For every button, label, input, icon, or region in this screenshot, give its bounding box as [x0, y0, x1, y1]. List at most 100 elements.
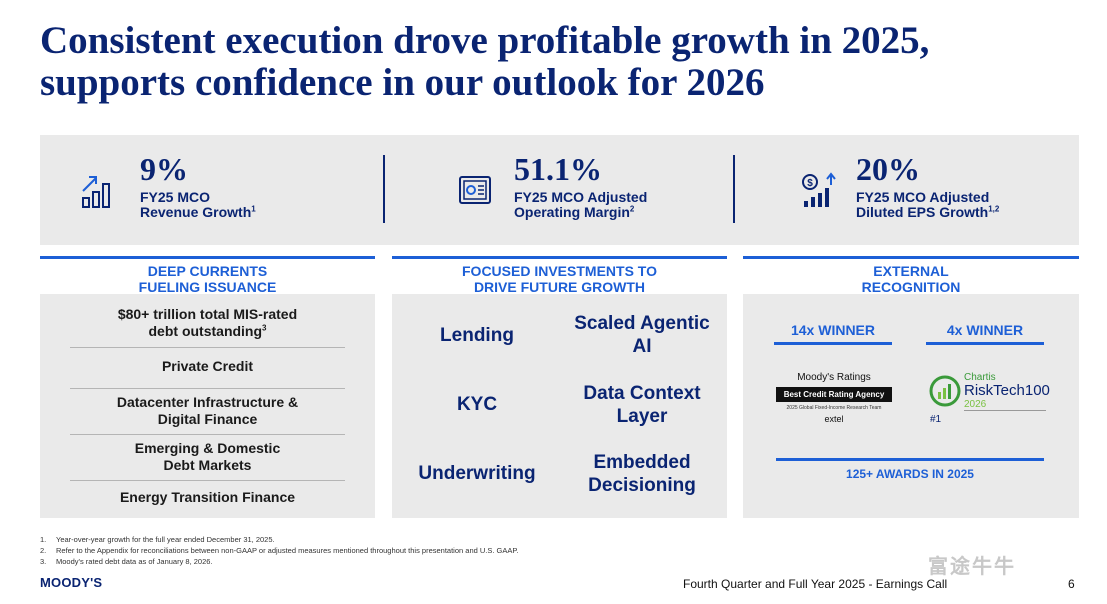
grid-item-embedded-decisioning: Embedded Decisioning	[557, 451, 727, 497]
grid-item-data-context: Data Context Layer	[557, 382, 727, 428]
item-line-2: Debt Markets	[163, 457, 252, 473]
kpi-label-line-2: Operating Margin	[514, 204, 630, 220]
list-item: Emerging & Domestic Debt Markets	[70, 440, 345, 474]
page-number: 6	[1068, 577, 1075, 591]
footer-text: Fourth Quarter and Full Year 2025 - Earn…	[683, 577, 948, 591]
grid-item-text: KYC	[456, 394, 498, 415]
chartis-year: 2026	[964, 399, 987, 410]
item-line-1: Energy Transition Finance	[119, 489, 296, 505]
heading-line-2: RECOGNITION	[861, 279, 961, 295]
moodys-logo: MOODY'S	[40, 575, 103, 590]
chartis-name: RiskTech100	[964, 382, 1050, 399]
grid-item-lending: Lending	[392, 324, 562, 347]
kpi-label: FY25 MCO Adjusted Diluted EPS Growth1,2	[856, 190, 999, 220]
item-line-2: Digital Finance	[157, 411, 258, 427]
title-line-1: Consistent execution drove profitable gr…	[40, 19, 930, 62]
heading-line-1: FOCUSED INVESTMENTS TO	[462, 263, 657, 279]
footnote-text: Year-over-year growth for the full year …	[56, 535, 275, 544]
grid-item-text: Scaled Agentic	[574, 313, 710, 334]
grid-item-text: AI	[632, 336, 652, 357]
heading-line-2: DRIVE FUTURE GROWTH	[473, 279, 646, 295]
kpi-label-line-1: FY25 MCO Adjusted	[856, 189, 990, 205]
kpi-value: 9%	[140, 151, 188, 187]
heading-line-1: EXTERNAL	[873, 263, 949, 279]
divider	[70, 347, 345, 348]
external-recognition-panel	[743, 294, 1079, 518]
grid-item-text: Lending	[440, 325, 514, 346]
list-item: $80+ trillion total MIS-rated debt outst…	[70, 306, 345, 340]
kpi-label-line-1: FY25 MCO	[140, 189, 211, 205]
footnote-ref: 2	[629, 204, 635, 214]
divider	[70, 434, 345, 435]
footnote-number: 2.	[40, 546, 47, 555]
kpi-label: FY25 MCO Revenue Growth1	[140, 190, 256, 220]
item-line-2: debt outstanding	[148, 323, 263, 339]
item-line-1: $80+ trillion total MIS-rated	[117, 306, 298, 322]
grid-item-agentic-ai: Scaled Agentic AI	[557, 312, 727, 358]
kpi-eps-growth: $ 20% FY25 MCO Adjusted Diluted EPS Grow…	[735, 135, 1079, 245]
footnote-ref: 1	[251, 204, 256, 214]
footnote-ref: 1,2	[988, 204, 1000, 214]
chartis-risktech-logo: Chartis RiskTech100 2026 #1	[928, 372, 1050, 432]
kpi-operating-margin: 51.1% FY25 MCO Adjusted Operating Margin…	[385, 135, 733, 245]
focused-investments-heading: FOCUSED INVESTMENTS TO DRIVE FUTURE GROW…	[392, 256, 727, 296]
moodys-ratings-award-logo: Moody's Ratings Best Credit Rating Agenc…	[776, 372, 892, 424]
kpi-value: 20%	[856, 151, 920, 187]
watermark: 富途牛牛	[928, 556, 1016, 578]
footnote-text: Refer to the Appendix for reconciliation…	[56, 546, 519, 555]
grid-item-text: Embedded	[593, 452, 691, 473]
kpi-label-line-2: Revenue Growth	[140, 204, 252, 220]
winner-label-moodys: 14x WINNER	[774, 322, 892, 345]
logo-name: Moody's Ratings	[797, 372, 871, 383]
kpi-divider	[733, 155, 735, 223]
footnote: 2. Refer to the Appendix for reconciliati…	[40, 545, 519, 556]
kpi-band: 9% FY25 MCO Revenue Growth1 51.1% FY25 M…	[40, 135, 1079, 245]
grid-item-text: Data Context	[583, 383, 701, 404]
heading-line-1: DEEP CURRENTS	[147, 263, 268, 279]
item-line-1: Emerging & Domestic	[134, 440, 281, 456]
footnote: 1. Year-over-year growth for the full yea…	[40, 534, 519, 545]
page-title: Consistent execution drove profitable gr…	[40, 20, 1070, 104]
grid-item-text: Layer	[616, 406, 668, 427]
footnote-number: 1.	[40, 535, 47, 544]
item-line-1: Private Credit	[161, 358, 254, 374]
external-recognition-heading: EXTERNAL RECOGNITION	[743, 256, 1079, 296]
growth-chart-icon	[82, 176, 110, 208]
svg-text:$: $	[807, 178, 813, 189]
award-subtitle: 2025 Global Fixed-Income Research Team	[786, 405, 882, 411]
chartis-brand: Chartis	[964, 372, 996, 383]
footnote: 3. Moody's rated debt data as of January …	[40, 556, 519, 567]
focused-investments-panel: Lending Scaled Agentic AI KYC Data Conte…	[392, 294, 727, 518]
grid-item-text: Underwriting	[418, 463, 536, 484]
item-line-1: Datacenter Infrastructure &	[116, 394, 299, 410]
divider	[70, 480, 345, 481]
grid-item-underwriting: Underwriting	[392, 462, 562, 485]
sponsor-name: extel	[824, 414, 844, 424]
kpi-divider	[383, 155, 385, 223]
footnote-number: 3.	[40, 557, 47, 566]
chartis-emblem-icon	[929, 375, 961, 407]
deep-currents-panel: $80+ trillion total MIS-rated debt outst…	[40, 294, 375, 518]
list-item: Energy Transition Finance	[70, 489, 345, 506]
margin-report-icon	[459, 176, 491, 204]
kpi-label: FY25 MCO Adjusted Operating Margin2	[514, 190, 647, 220]
kpi-label-line-1: FY25 MCO Adjusted	[514, 189, 648, 205]
deep-currents-heading: DEEP CURRENTS FUELING ISSUANCE	[40, 256, 375, 296]
footnote-text: Moody's rated debt data as of January 8,…	[56, 557, 213, 566]
kpi-revenue-growth: 9% FY25 MCO Revenue Growth1	[40, 135, 383, 245]
winner-label-chartis: 4x WINNER	[926, 322, 1044, 345]
heading-line-2: FUELING ISSUANCE	[138, 279, 277, 295]
dollar-growth-icon: $	[802, 172, 836, 207]
kpi-label-line-2: Diluted EPS Growth	[856, 204, 989, 220]
list-item: Datacenter Infrastructure & Digital Fina…	[70, 394, 345, 428]
footnotes: 1. Year-over-year growth for the full yea…	[40, 534, 519, 567]
kpi-value: 51.1%	[514, 151, 602, 187]
chartis-rank: #1	[930, 414, 942, 425]
title-line-2: supports confidence in our outlook for 2…	[40, 61, 765, 104]
divider	[964, 410, 1046, 411]
footnote-ref: 3	[262, 323, 267, 333]
divider	[70, 388, 345, 389]
grid-item-text: Decisioning	[588, 475, 696, 496]
grid-item-kyc: KYC	[392, 393, 562, 416]
award-badge: Best Credit Rating Agency	[776, 387, 892, 402]
